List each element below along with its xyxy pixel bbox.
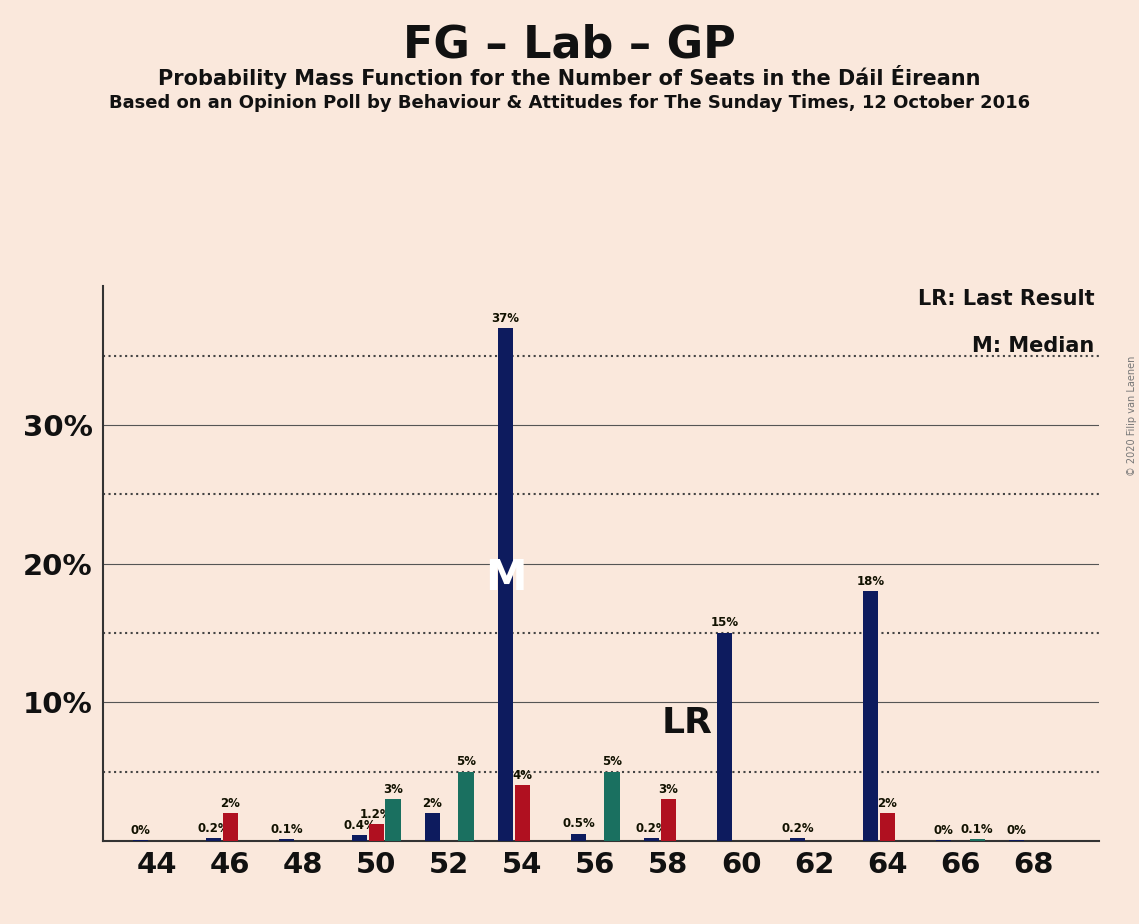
- Bar: [279, 839, 294, 841]
- Bar: [605, 772, 620, 841]
- Text: 4%: 4%: [513, 769, 532, 782]
- Text: 0%: 0%: [934, 823, 953, 837]
- Text: 3%: 3%: [383, 783, 403, 796]
- Bar: [425, 813, 440, 841]
- Bar: [969, 839, 985, 841]
- Text: 5%: 5%: [456, 755, 476, 768]
- Text: 2%: 2%: [877, 796, 898, 809]
- Text: 2%: 2%: [220, 796, 240, 809]
- Text: 0.1%: 0.1%: [961, 823, 993, 836]
- Text: 37%: 37%: [492, 311, 519, 324]
- Text: 0.5%: 0.5%: [563, 818, 595, 831]
- Bar: [369, 824, 384, 841]
- Bar: [385, 799, 401, 841]
- Text: 1.2%: 1.2%: [360, 808, 393, 821]
- Bar: [222, 813, 238, 841]
- Text: 0.2%: 0.2%: [781, 821, 814, 834]
- Bar: [458, 772, 474, 841]
- Text: M: Median: M: Median: [972, 336, 1095, 357]
- Bar: [863, 591, 878, 841]
- Text: FG – Lab – GP: FG – Lab – GP: [403, 23, 736, 67]
- Bar: [206, 838, 221, 841]
- Text: 0.2%: 0.2%: [636, 821, 667, 834]
- Text: 0%: 0%: [131, 823, 150, 837]
- Bar: [498, 328, 514, 841]
- Text: 0%: 0%: [1007, 823, 1026, 837]
- Text: LR: Last Result: LR: Last Result: [918, 289, 1095, 310]
- Bar: [879, 813, 895, 841]
- Text: Based on an Opinion Poll by Behaviour & Attitudes for The Sunday Times, 12 Octob: Based on an Opinion Poll by Behaviour & …: [109, 94, 1030, 112]
- Text: © 2020 Filip van Laenen: © 2020 Filip van Laenen: [1126, 356, 1137, 476]
- Text: 3%: 3%: [658, 783, 679, 796]
- Text: 0.1%: 0.1%: [270, 823, 303, 836]
- Bar: [716, 633, 732, 841]
- Text: 0.2%: 0.2%: [197, 821, 230, 834]
- Text: 0.4%: 0.4%: [343, 819, 376, 832]
- Bar: [644, 838, 659, 841]
- Bar: [661, 799, 677, 841]
- Text: M: M: [485, 556, 526, 599]
- Bar: [571, 833, 587, 841]
- Text: Probability Mass Function for the Number of Seats in the Dáil Éireann: Probability Mass Function for the Number…: [158, 65, 981, 89]
- Text: 18%: 18%: [857, 575, 885, 588]
- Text: 5%: 5%: [603, 755, 622, 768]
- Bar: [515, 785, 530, 841]
- Bar: [352, 835, 367, 841]
- Bar: [790, 838, 805, 841]
- Text: LR: LR: [661, 706, 712, 740]
- Text: 15%: 15%: [711, 616, 739, 629]
- Text: 2%: 2%: [423, 796, 442, 809]
